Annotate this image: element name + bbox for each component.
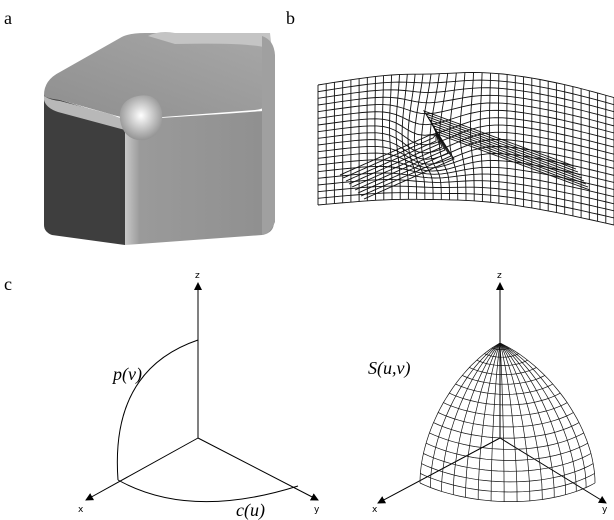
mesh-line (317, 79, 614, 106)
mesh-line (317, 139, 614, 162)
mesh-line (492, 347, 510, 351)
axis-label: y (314, 505, 320, 515)
mesh-line (462, 375, 545, 385)
mesh-line (348, 125, 585, 185)
axis-label: x (78, 505, 84, 515)
mesh-line (443, 402, 568, 417)
surface-mesh (419, 342, 596, 502)
mesh-line (363, 110, 575, 200)
mesh-line (345, 128, 587, 185)
panel-label: a (4, 8, 12, 28)
mesh-line (317, 159, 614, 183)
mesh-line (429, 432, 584, 450)
mesh-line (317, 185, 614, 212)
mesh-line (499, 342, 518, 502)
mesh-line (499, 342, 531, 501)
rounded-cube (44, 32, 275, 245)
mesh-line (499, 342, 505, 502)
mesh-line (490, 342, 501, 501)
mesh-line (351, 122, 583, 188)
mesh-line (317, 117, 614, 141)
mesh-line (420, 473, 595, 493)
mesh-line (421, 463, 594, 483)
axes-left (85, 282, 319, 503)
mesh-line (419, 482, 596, 502)
mesh-line (423, 453, 592, 472)
curve-label: c(u) (236, 500, 265, 520)
mesh-line (499, 342, 555, 498)
mesh-line (317, 145, 614, 169)
axis-label: z (195, 271, 200, 281)
mesh-line (395, 74, 401, 200)
axes-right (377, 282, 607, 504)
axis-label: y (602, 505, 608, 515)
mesh-line (433, 422, 580, 439)
mesh-line (317, 109, 614, 134)
mesh-line (484, 353, 519, 358)
mesh-line (317, 198, 614, 226)
mesh-line (317, 72, 614, 99)
panel-label: b (286, 8, 295, 28)
mesh-line (476, 359, 528, 366)
mesh-line (374, 76, 377, 201)
mesh-line (389, 74, 393, 200)
mesh-line (317, 192, 614, 219)
surface-label: S(u,v) (368, 358, 410, 379)
axis-label: x (372, 505, 378, 515)
mesh-line (425, 442, 588, 461)
mesh-line (469, 367, 537, 375)
mesh-line (449, 392, 561, 406)
mesh-line (317, 94, 614, 120)
mesh-line (438, 412, 574, 428)
mesh-line (317, 131, 614, 155)
curve-label: p(v) (111, 364, 142, 385)
mesh-line (317, 152, 614, 176)
mesh-line (455, 383, 553, 395)
mesh-line (342, 131, 589, 188)
mesh-line (452, 342, 501, 495)
wireframe-mesh (317, 72, 614, 226)
mesh-line (317, 172, 614, 198)
mesh-line (317, 87, 614, 113)
axis-label: z (497, 271, 502, 281)
panel-label: c (4, 274, 12, 294)
mesh-line (317, 102, 614, 127)
